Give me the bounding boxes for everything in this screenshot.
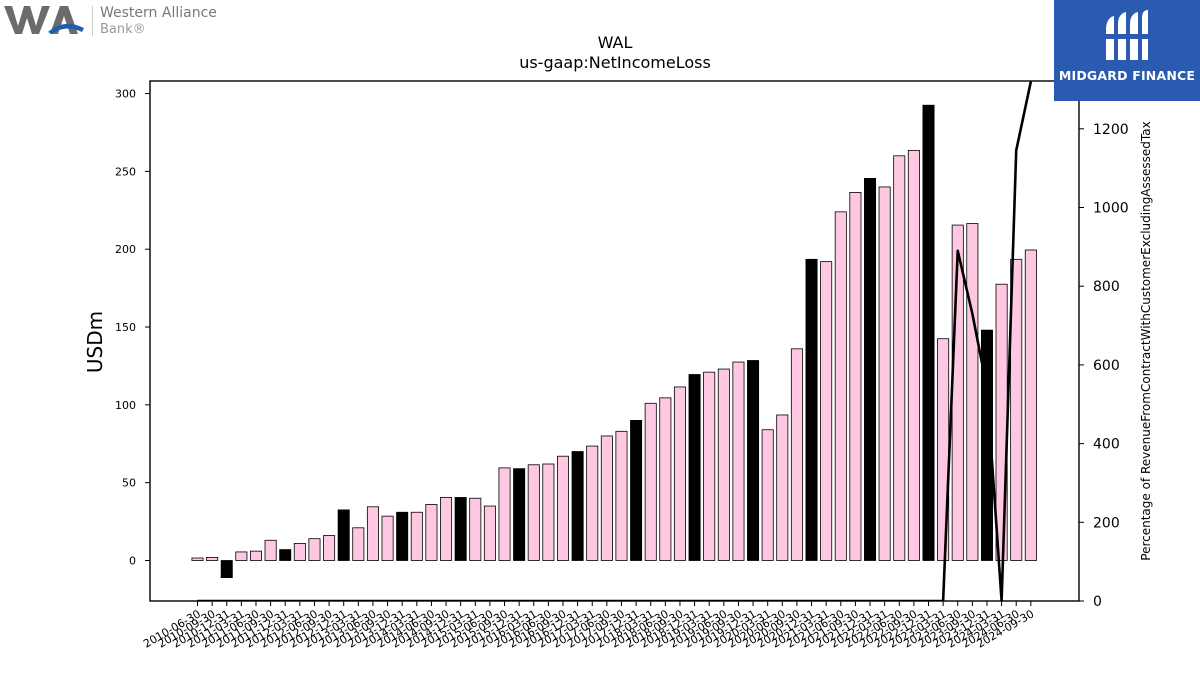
bar-2011-12-31 bbox=[279, 549, 292, 561]
logo-divider bbox=[92, 6, 93, 36]
y2-tick-label: 1200 bbox=[1093, 122, 1129, 138]
bar-2013-09-30 bbox=[381, 515, 394, 561]
bar-2015-03-31 bbox=[469, 497, 482, 561]
bar-2024-09-30 bbox=[1024, 249, 1037, 561]
bar-2021-03-31 bbox=[820, 261, 833, 561]
y2-tick-label: 600 bbox=[1093, 358, 1120, 374]
bar-2016-06-30 bbox=[542, 463, 555, 561]
bar-2011-06-30 bbox=[249, 550, 262, 561]
line-series bbox=[197, 81, 1033, 601]
bar-2017-09-30 bbox=[615, 430, 628, 561]
x-axis-ticks: 2010-06-302010-09-302010-12-312011-03-31… bbox=[141, 601, 1036, 651]
y-tick-label: 200 bbox=[115, 243, 136, 256]
midgard-finance-logo-icon bbox=[1106, 10, 1148, 60]
bar-2019-12-31 bbox=[747, 360, 760, 561]
y2-tick-label: 1000 bbox=[1093, 201, 1129, 217]
bar-2022-12-31 bbox=[922, 104, 935, 561]
bar-2019-06-30 bbox=[717, 368, 730, 561]
bar-2013-03-31 bbox=[352, 527, 365, 561]
bar-2010-06-30 bbox=[191, 557, 204, 561]
bar-2010-09-30 bbox=[206, 556, 219, 561]
right-axis-ticks: 0 200 400 600 800 1000 1200 bbox=[1079, 122, 1129, 610]
bar-2016-09-30 bbox=[557, 455, 570, 561]
bar-2012-06-30 bbox=[308, 538, 321, 561]
bar-2018-06-30 bbox=[659, 397, 672, 561]
bar-2019-09-30 bbox=[732, 361, 745, 561]
bar-2021-12-31 bbox=[864, 177, 877, 561]
y-tick-label: 100 bbox=[115, 399, 136, 412]
bar-2018-09-30 bbox=[673, 386, 686, 561]
bar-2020-03-31 bbox=[761, 429, 774, 561]
y2-axis-label: Percentage of RevenueFromContractWithCus… bbox=[1139, 121, 1153, 560]
bar-2021-09-30 bbox=[849, 191, 862, 561]
bar-2016-03-31 bbox=[527, 464, 540, 561]
bar-2022-06-30 bbox=[893, 155, 906, 561]
y2-tick-label: 800 bbox=[1093, 279, 1120, 295]
bar-2014-12-31 bbox=[454, 497, 467, 561]
bar-2014-06-30 bbox=[425, 504, 438, 561]
midgard-finance-logo: MIDGARD FINANCE bbox=[1054, 0, 1200, 101]
western-alliance-logo: Western Alliance Bank® bbox=[4, 4, 224, 40]
bar-2013-12-31 bbox=[396, 511, 409, 561]
bar-2017-03-31 bbox=[586, 445, 599, 561]
bar-2022-09-30 bbox=[907, 149, 920, 561]
bar-2016-12-31 bbox=[571, 451, 584, 561]
y-axis-label: USDm bbox=[83, 311, 107, 373]
bar-2015-06-30 bbox=[483, 505, 496, 561]
bar-2020-06-30 bbox=[776, 414, 789, 561]
bar-2014-09-30 bbox=[440, 497, 453, 561]
bar-2014-03-31 bbox=[410, 511, 423, 561]
bar-2017-12-31 bbox=[630, 420, 643, 561]
bar-2024-06-30 bbox=[1010, 258, 1023, 561]
bar-2023-09-30 bbox=[966, 223, 979, 561]
bar-2010-12-31 bbox=[220, 560, 233, 579]
bar-2015-09-30 bbox=[498, 467, 511, 561]
brand-name-line1: Western Alliance bbox=[100, 5, 217, 21]
bar-2020-09-30 bbox=[790, 348, 803, 561]
bar-2013-06-30 bbox=[366, 506, 379, 561]
brand-name-line2: Bank® bbox=[100, 22, 146, 37]
bar-2012-03-31 bbox=[293, 542, 306, 561]
y-tick-label: 300 bbox=[115, 88, 136, 101]
y2-tick-label: 200 bbox=[1093, 515, 1120, 531]
western-alliance-wa-logo-icon bbox=[4, 6, 84, 34]
revenue-percentage-line bbox=[197, 81, 1033, 601]
chart-subtitle: us-gaap:NetIncomeLoss bbox=[519, 53, 711, 72]
y-tick-label: 50 bbox=[122, 477, 136, 490]
bar-2023-12-31 bbox=[980, 329, 993, 561]
bar-series bbox=[191, 104, 1037, 579]
bar-2018-12-31 bbox=[688, 374, 701, 561]
y-tick-label: 150 bbox=[115, 321, 136, 334]
bar-2011-03-31 bbox=[235, 551, 248, 561]
y2-tick-label: 0 bbox=[1093, 594, 1102, 610]
y-tick-label: 0 bbox=[129, 555, 136, 568]
bar-2021-06-30 bbox=[834, 211, 847, 561]
y-tick-label: 250 bbox=[115, 165, 136, 178]
y2-tick-label: 400 bbox=[1093, 437, 1120, 453]
bar-2012-09-30 bbox=[323, 535, 336, 561]
bar-2017-06-30 bbox=[600, 435, 613, 561]
bar-2022-03-31 bbox=[878, 186, 891, 561]
plot-frame bbox=[149, 80, 1080, 602]
bar-2019-03-31 bbox=[703, 371, 716, 561]
bar-2018-03-31 bbox=[644, 402, 657, 561]
bar-2011-09-30 bbox=[264, 539, 277, 561]
bar-2020-12-31 bbox=[805, 258, 818, 561]
midgard-brand-text: MIDGARD FINANCE bbox=[1058, 68, 1196, 83]
bar-2015-12-31 bbox=[513, 468, 526, 561]
bar-2012-12-31 bbox=[337, 509, 350, 561]
chart-title: WAL bbox=[598, 33, 633, 52]
left-axis-ticks: 0 50 100 150 200 250 300 bbox=[115, 88, 150, 568]
